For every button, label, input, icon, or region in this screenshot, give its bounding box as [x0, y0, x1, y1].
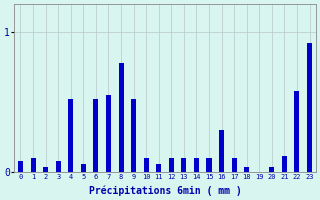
- Bar: [232, 158, 237, 172]
- Bar: [219, 130, 224, 172]
- Bar: [294, 91, 300, 172]
- Bar: [194, 158, 199, 172]
- Bar: [156, 164, 161, 172]
- Bar: [181, 158, 186, 172]
- Bar: [169, 158, 174, 172]
- Bar: [307, 43, 312, 172]
- Bar: [43, 167, 48, 172]
- Bar: [118, 63, 124, 172]
- Bar: [131, 99, 136, 172]
- Bar: [106, 95, 111, 172]
- Bar: [81, 164, 86, 172]
- Bar: [68, 99, 73, 172]
- Bar: [93, 99, 99, 172]
- Bar: [282, 156, 287, 172]
- Bar: [18, 161, 23, 172]
- Bar: [244, 167, 249, 172]
- Bar: [206, 158, 212, 172]
- X-axis label: Précipitations 6min ( mm ): Précipitations 6min ( mm ): [89, 185, 241, 196]
- Bar: [30, 158, 36, 172]
- Bar: [269, 167, 274, 172]
- Bar: [56, 161, 61, 172]
- Bar: [144, 158, 149, 172]
